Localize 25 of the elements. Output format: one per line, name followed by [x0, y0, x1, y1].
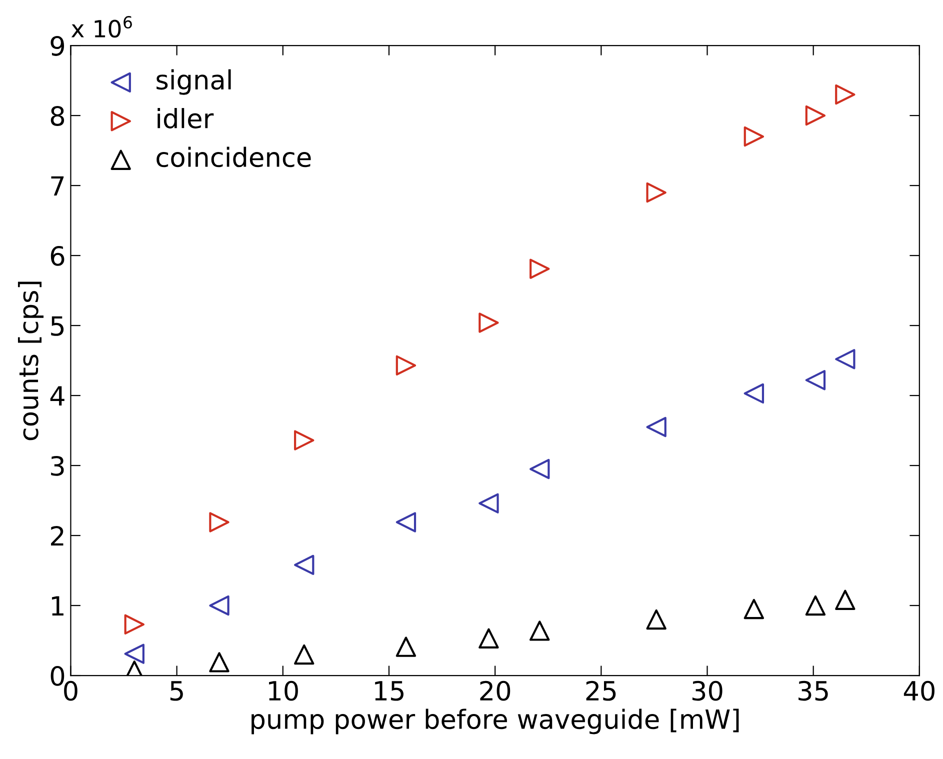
y-tick-label: 9	[50, 36, 64, 56]
x-tick-label: 5	[170, 681, 183, 701]
legend-label: idler	[158, 108, 214, 128]
x-tick-label: 10	[269, 680, 298, 701]
legend-label: coincidence	[156, 146, 311, 168]
legend-label: signal	[156, 69, 231, 95]
x-tick-label: 15	[375, 681, 404, 701]
y-tick-label: 7	[51, 176, 64, 196]
y-tick-label: 8	[50, 106, 64, 126]
y-tick-label: 2	[51, 526, 64, 546]
y-tick-label: 6	[50, 246, 64, 266]
x-tick-label: 20	[480, 680, 510, 701]
x-tick-label: 40	[904, 680, 934, 701]
y-axis-title: counts [cps]	[18, 282, 44, 440]
x-axis-title: pump power before waveguide [mW]	[252, 708, 739, 734]
text: x 10$^{6}$	[71, 16, 132, 38]
y-tick-label: 5	[51, 316, 64, 336]
y-tick-label: 3	[51, 456, 64, 476]
x-tick-label: 30	[692, 680, 722, 701]
y-tick-label: 1	[52, 596, 64, 616]
x-tick-label: 0	[64, 680, 78, 701]
x-tick-label: 25	[586, 680, 616, 701]
y-tick-label: 0	[50, 666, 64, 686]
x-tick-label: 35	[798, 680, 828, 701]
y-tick-label: 4	[50, 386, 64, 406]
